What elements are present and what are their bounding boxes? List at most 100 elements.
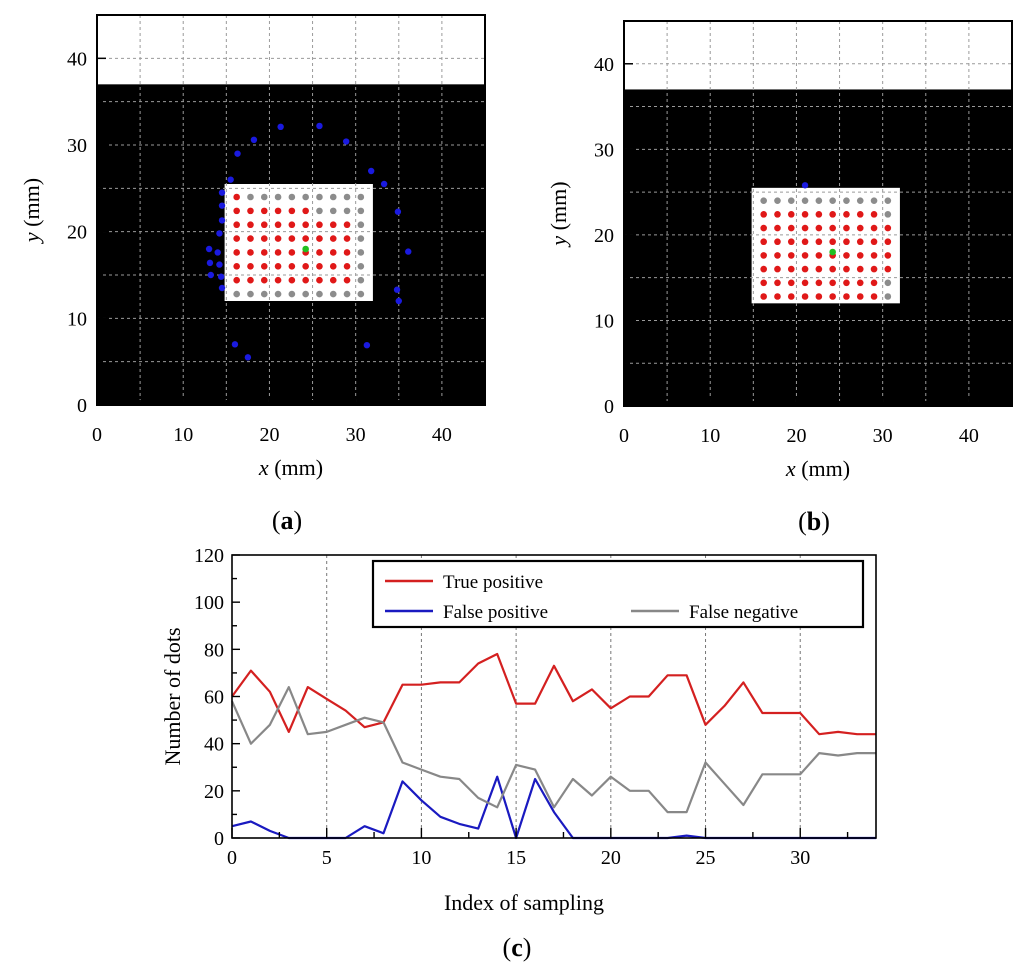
a-true-positive-dot: [288, 235, 296, 242]
a-true-positive-dot: [316, 221, 323, 229]
a-true-positive-dot: [274, 263, 282, 270]
b-true-positive-dot: [829, 293, 836, 300]
a-true-positive-dot: [288, 207, 296, 215]
b-ytick-label: 30: [594, 139, 614, 161]
c-xtick-label: 0: [227, 847, 237, 869]
b-true-positive-dot: [774, 265, 781, 273]
b-true-positive-dot: [870, 279, 878, 287]
a-true-positive-dot: [302, 276, 309, 284]
b-true-positive-dot: [760, 265, 767, 273]
a-false-negative-dot: [274, 193, 282, 201]
c-xtick-label: 15: [506, 847, 526, 869]
a-false-positive-dot: [250, 136, 258, 143]
b-true-positive-dot: [787, 238, 795, 246]
b-true-positive-dot: [829, 224, 836, 232]
c-legend-label-false-negative: False negative: [689, 602, 798, 623]
a-true-positive-dot: [247, 263, 254, 270]
b-true-positive-dot: [774, 279, 781, 287]
a-false-positive-dot: [231, 341, 239, 348]
a-xlabel-unit: (mm): [269, 455, 323, 480]
a-true-positive-dot: [247, 249, 254, 256]
a-true-positive-dot: [274, 207, 282, 215]
a-false-negative-dot: [357, 249, 365, 256]
a-false-positive-dot: [218, 284, 226, 292]
b-center-dot: [829, 248, 836, 256]
a-true-positive-dot: [260, 249, 268, 256]
a-false-positive-dot: [394, 208, 402, 215]
c-ytick-label: 120: [194, 545, 224, 567]
a-false-negative-dot: [357, 276, 365, 284]
a-panel-label-part: (: [272, 506, 281, 535]
a-false-negative-dot: [357, 290, 365, 298]
c-xtick-label: 25: [696, 847, 716, 869]
b-true-positive-dot: [801, 293, 809, 300]
a-panel-label-part: ): [294, 506, 303, 535]
c-xtick-label: 5: [322, 847, 332, 869]
b-true-positive-dot: [774, 238, 781, 246]
a-panel-label: (a): [272, 506, 302, 535]
a-true-positive-dot: [233, 193, 240, 201]
b-false-negative-dot: [884, 211, 892, 218]
b-true-positive-dot: [815, 279, 823, 287]
a-xtick-label: 10: [173, 424, 193, 446]
a-false-negative-dot: [302, 290, 309, 298]
b-true-positive-dot: [870, 265, 878, 273]
b-true-positive-dot: [760, 224, 767, 232]
a-false-positive-dot: [405, 248, 412, 255]
c-xtick-label: 20: [601, 847, 621, 869]
c-xtick-label: 10: [411, 847, 431, 869]
a-false-positive-dot: [217, 273, 225, 280]
a-ylabel-var: y: [19, 232, 44, 244]
a-true-positive-dot: [288, 221, 296, 229]
a-false-positive-dot: [218, 217, 226, 224]
b-true-positive-dot: [815, 211, 823, 218]
b-false-negative-dot: [870, 197, 878, 204]
c-ytick-label: 60: [204, 687, 224, 709]
b-true-positive-dot: [884, 265, 892, 273]
a-false-negative-dot: [357, 193, 365, 201]
a-white-patch: [224, 184, 373, 301]
b-true-positive-dot: [801, 265, 809, 273]
a-true-positive-dot: [329, 276, 337, 284]
c-legend-label-true-positive: True positive: [443, 572, 543, 593]
b-xtick-label: 20: [786, 425, 806, 447]
a-false-negative-dot: [302, 193, 309, 201]
a-false-positive-dot: [205, 245, 213, 253]
b-true-positive-dot: [801, 238, 809, 246]
b-true-positive-dot: [829, 211, 836, 218]
b-true-positive-dot: [760, 293, 767, 300]
b-true-positive-dot: [843, 265, 850, 273]
a-true-positive-dot: [329, 263, 337, 270]
b-true-positive-dot: [843, 279, 850, 287]
b-ylabel-var: y: [546, 236, 571, 248]
a-true-positive-dot: [302, 263, 309, 270]
a-ytick-label: 0: [77, 395, 87, 417]
b-true-positive-dot: [815, 265, 823, 273]
a-true-positive-dot: [274, 235, 282, 242]
b-true-positive-dot: [774, 293, 781, 300]
b-ytick-label: 10: [594, 310, 614, 332]
a-false-negative-dot: [247, 193, 254, 201]
b-true-positive-dot: [801, 279, 809, 287]
b-true-positive-dot: [787, 224, 795, 232]
b-panel-label-part: b: [807, 507, 821, 536]
c-ytick-label: 100: [194, 592, 224, 614]
b-xtick-label: 40: [959, 425, 979, 447]
a-false-negative-dot: [329, 207, 337, 215]
a-true-positive-dot: [343, 276, 351, 284]
b-true-positive-dot: [829, 265, 836, 273]
a-true-positive-dot: [343, 263, 351, 270]
b-false-negative-dot: [801, 197, 809, 204]
b-ylabel: y (mm): [546, 181, 571, 247]
c-ytick-label: 0: [214, 828, 224, 850]
a-false-positive-dot: [216, 261, 223, 268]
a-false-negative-dot: [288, 193, 296, 201]
b-true-positive-dot: [884, 252, 892, 259]
c-series-line-false-negative: [230, 685, 876, 814]
b-true-positive-dot: [843, 252, 850, 259]
b-true-positive-dot: [870, 238, 878, 246]
a-true-positive-dot: [343, 235, 351, 242]
c-ytick-label: 40: [204, 734, 224, 756]
a-true-positive-dot: [302, 235, 309, 242]
